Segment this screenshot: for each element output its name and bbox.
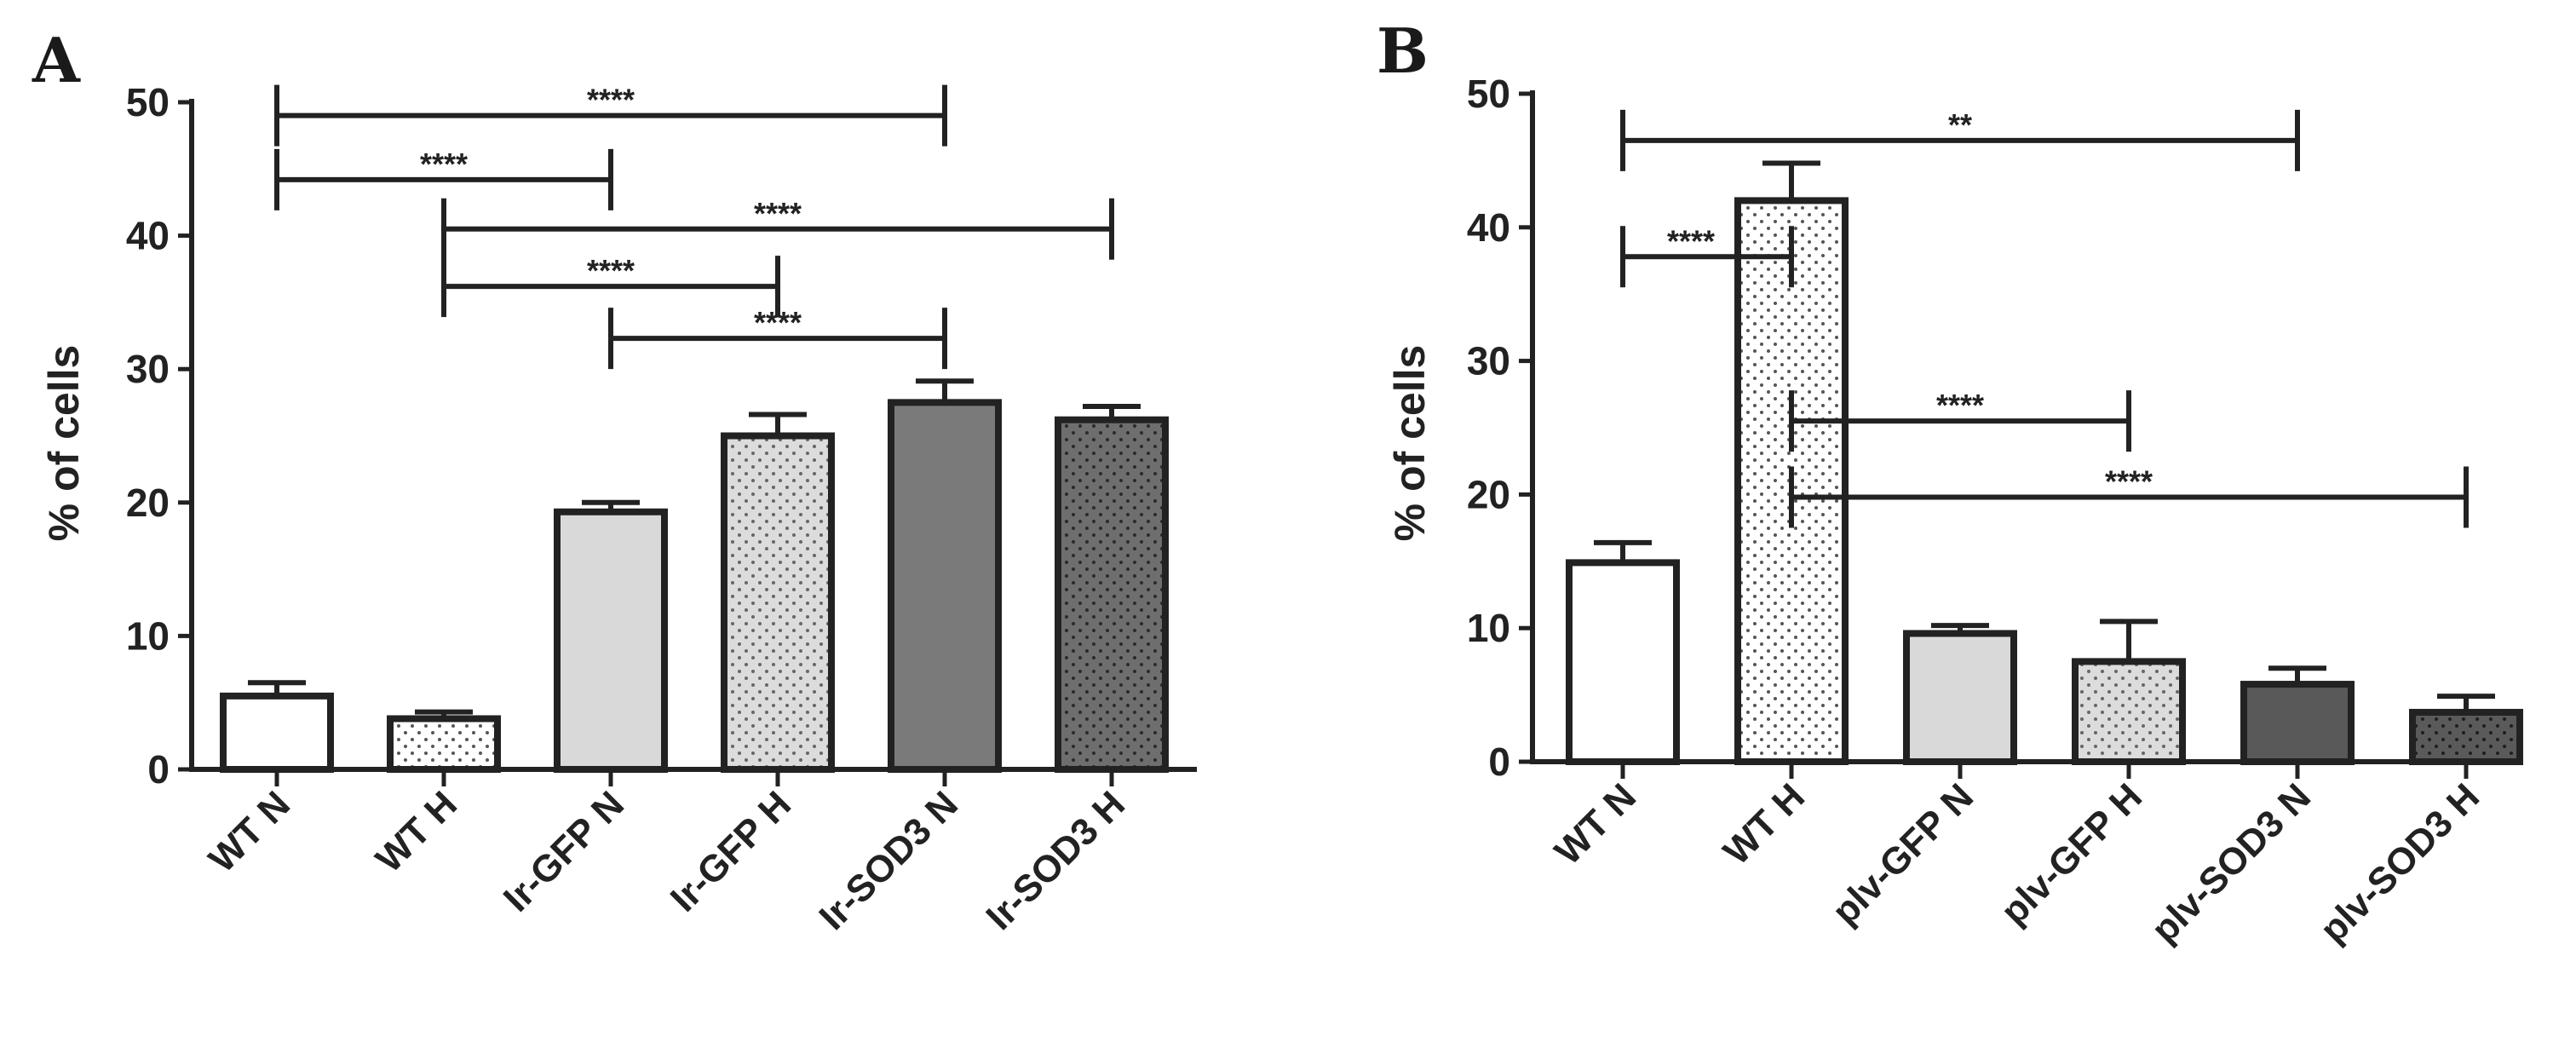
significance-label: ****	[420, 147, 468, 181]
significance-label: ****	[587, 253, 635, 288]
category-label: plv-SOD3 H	[2312, 775, 2487, 951]
significance-label: ****	[1667, 223, 1715, 258]
y-tick-label: 40	[1467, 205, 1510, 250]
significance-brackets: **** **** **** **** ****	[274, 83, 1114, 370]
y-axis-title: % of cells	[40, 345, 88, 542]
significance-label: **	[1948, 107, 1972, 142]
significance-label: ****	[587, 83, 635, 118]
significance-brackets: **************	[1620, 107, 2469, 528]
y-tick-label: 30	[126, 347, 170, 391]
bar	[721, 432, 835, 773]
y-tick-label: 10	[1467, 606, 1510, 650]
significance-label: ****	[1936, 388, 1984, 423]
category-labels: WT N WT H Ir-GFP N Ir-GFP H Ir-SOD3 N Ir-SOD3…	[201, 783, 1133, 938]
axes	[189, 99, 1197, 786]
panel-letter: B	[1377, 14, 1429, 87]
bar	[888, 399, 1002, 773]
panel-letter: A	[32, 24, 81, 96]
bar	[554, 508, 668, 774]
category-label: plv-SOD3 N	[2143, 775, 2319, 951]
category-label: WT H	[1716, 775, 1813, 872]
category-label: Ir-SOD3 H	[978, 783, 1133, 938]
category-label: Ir-GFP H	[663, 783, 799, 919]
bar	[1566, 559, 1680, 765]
category-label: WT H	[368, 783, 465, 880]
bar	[220, 692, 334, 773]
category-label: WT N	[201, 783, 298, 880]
significance-label: ****	[2105, 464, 2153, 499]
y-tick-label: 20	[126, 481, 170, 525]
y-tick-label: 10	[126, 613, 170, 658]
error-bars	[1594, 160, 2495, 712]
bar	[2240, 681, 2355, 766]
y-tick-label: 0	[1488, 740, 1510, 784]
y-tick-label: 50	[126, 80, 170, 124]
y-axis-title: % of cells	[1386, 345, 1434, 542]
category-label: WT N	[1547, 775, 1644, 872]
y-tick-label: 30	[1467, 339, 1510, 383]
y-tick-label: 40	[126, 214, 170, 258]
category-label: plv-GFP N	[1825, 775, 1981, 932]
y-axis-ticks: 0 10 20 30 40 50	[126, 80, 192, 792]
bar	[2409, 708, 2523, 766]
axes	[1530, 90, 2513, 779]
category-label: plv-GFP H	[1993, 775, 2150, 932]
y-axis-ticks: 0 10 20 30 40 50	[1467, 72, 1532, 784]
bar	[2072, 658, 2186, 766]
bars	[220, 399, 1169, 774]
bar	[1903, 630, 2017, 765]
bar	[1055, 416, 1169, 773]
y-tick-label: 50	[1467, 72, 1510, 116]
category-label: Ir-GFP N	[496, 783, 632, 919]
significance-label: ****	[754, 196, 802, 231]
y-tick-label: 20	[1467, 472, 1510, 516]
error-bars	[248, 378, 1141, 719]
y-tick-label: 0	[147, 747, 170, 792]
bars	[1566, 197, 2523, 766]
bar	[387, 715, 501, 774]
category-label: Ir-SOD3 N	[811, 783, 966, 938]
significance-label: ****	[754, 305, 802, 340]
